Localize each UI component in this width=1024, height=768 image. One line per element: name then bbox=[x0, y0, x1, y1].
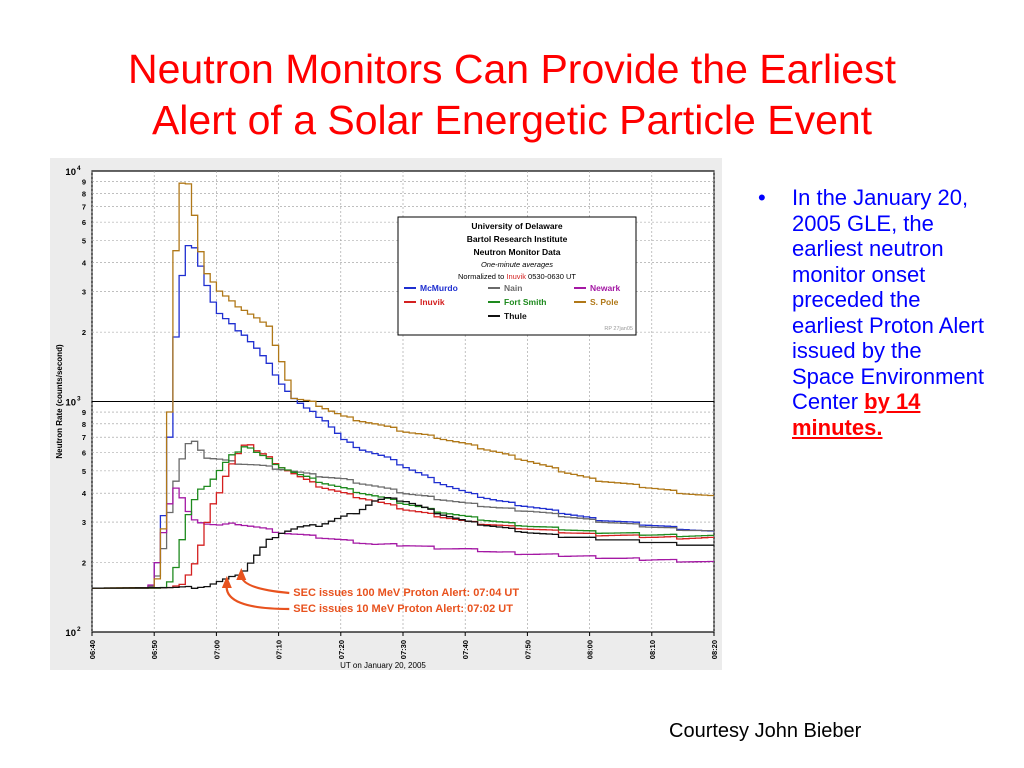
series-line-s-pole bbox=[92, 182, 714, 589]
legend-header: Neutron Monitor Data bbox=[474, 247, 561, 257]
y-tick-label: 4 bbox=[82, 259, 87, 268]
y-tick-label: 4 bbox=[82, 489, 87, 498]
x-tick-label: 07:30 bbox=[399, 640, 408, 659]
y-tick-label: 3 bbox=[82, 518, 86, 527]
x-tick-label: 07:50 bbox=[523, 640, 532, 659]
legend-credit-tag: RP 27jan05 bbox=[604, 326, 633, 332]
x-tick-label: 07:00 bbox=[212, 640, 221, 659]
y-tick-label-major: 10 bbox=[65, 628, 76, 639]
legend-label-s-pole: S. Pole bbox=[590, 297, 619, 307]
series-line-thule bbox=[92, 496, 714, 589]
legend-box bbox=[397, 216, 637, 336]
y-tick-label: 6 bbox=[82, 218, 86, 227]
y-tick-label-major: 10 bbox=[65, 398, 76, 409]
x-tick-label: 06:40 bbox=[88, 640, 97, 659]
annotation-text-100mev: SEC issues 100 MeV Proton Alert: 07:04 U… bbox=[293, 587, 519, 599]
y-tick-label: 7 bbox=[82, 203, 86, 212]
legend-normalized: Normalized to Inuvik 0530-0630 UT bbox=[458, 272, 576, 281]
legend-label-nain: Nain bbox=[504, 283, 522, 293]
bullet-body: In the January 20, 2005 GLE, the earlies… bbox=[792, 185, 988, 440]
y-tick-label: 2 bbox=[82, 559, 86, 568]
x-axis-title: UT on January 20, 2005 bbox=[340, 661, 426, 670]
x-tick-label: 08:10 bbox=[648, 640, 657, 659]
legend-header: University of Delaware bbox=[471, 221, 562, 231]
annotation-text-10mev: SEC issues 10 MeV Proton Alert: 07:02 UT bbox=[293, 603, 513, 615]
x-tick-label: 06:50 bbox=[150, 640, 159, 659]
bullet-point: • In the January 20, 2005 GLE, the earli… bbox=[758, 185, 988, 440]
series-line-inuvik bbox=[92, 444, 714, 589]
y-tick-label: 9 bbox=[82, 178, 86, 187]
legend-label-newark: Newark bbox=[590, 283, 621, 293]
annotation-arrowhead-100mev bbox=[236, 568, 247, 580]
y-tick-label: 7 bbox=[82, 433, 86, 442]
y-tick-label: 8 bbox=[82, 420, 86, 429]
legend-subheader: One-minute averages bbox=[481, 260, 553, 269]
bullet-text: In the January 20, 2005 GLE, the earlies… bbox=[792, 185, 984, 414]
y-tick-exponent: 2 bbox=[77, 626, 81, 633]
y-tick-label: 9 bbox=[82, 408, 86, 417]
series-line-mcmurdo bbox=[92, 244, 714, 589]
bullet-highlight: by 14 minutes. bbox=[792, 389, 921, 440]
x-tick-label: 07:20 bbox=[337, 640, 346, 659]
legend-header: Bartol Research Institute bbox=[467, 234, 568, 244]
y-tick-label: 3 bbox=[82, 288, 86, 297]
annotation-arrowhead-10mev bbox=[221, 576, 232, 588]
y-tick-label: 6 bbox=[82, 449, 86, 458]
series-line-nain bbox=[92, 440, 714, 589]
bullet-marker: • bbox=[758, 185, 766, 210]
title-line-1: Neutron Monitors Can Provide the Earlies… bbox=[128, 46, 896, 92]
x-tick-label: 08:20 bbox=[710, 640, 719, 659]
y-tick-exponent: 4 bbox=[77, 165, 81, 172]
chart-panel: 2 3 4 5 6 7 8 9 2 3 4 5 6 7 8 9 10 2 10 3 10 4 06:40 06:50 07:00… bbox=[50, 158, 722, 670]
annotation-arrow-10mev bbox=[225, 583, 290, 611]
credit-text: Courtesy John Bieber bbox=[669, 720, 862, 742]
series-line-newark bbox=[92, 487, 714, 589]
y-tick-label: 2 bbox=[82, 328, 86, 337]
legend-label-inuvik: Inuvik bbox=[420, 297, 445, 307]
y-axis-title: Neutron Rate (counts/second) bbox=[55, 344, 64, 459]
x-tick-label: 08:00 bbox=[586, 640, 595, 659]
series-line-fort-smith bbox=[92, 446, 714, 589]
x-tick-label: 07:40 bbox=[461, 640, 470, 659]
slide-title: Neutron Monitors Can Provide the Earlies… bbox=[40, 44, 984, 146]
y-tick-exponent: 3 bbox=[77, 396, 81, 403]
title-line-2: Alert of a Solar Energetic Particle Even… bbox=[151, 97, 873, 143]
legend-label-thule: Thule bbox=[504, 311, 527, 321]
x-tick-label: 07:10 bbox=[275, 640, 284, 659]
y-tick-label: 5 bbox=[82, 467, 86, 476]
legend-label-fort-smith: Fort Smith bbox=[504, 297, 547, 307]
y-tick-label: 8 bbox=[82, 189, 86, 198]
y-tick-label: 5 bbox=[82, 236, 86, 245]
y-tick-label-major: 10 bbox=[65, 167, 76, 178]
legend-label-mcmurdo: McMurdo bbox=[420, 283, 458, 293]
